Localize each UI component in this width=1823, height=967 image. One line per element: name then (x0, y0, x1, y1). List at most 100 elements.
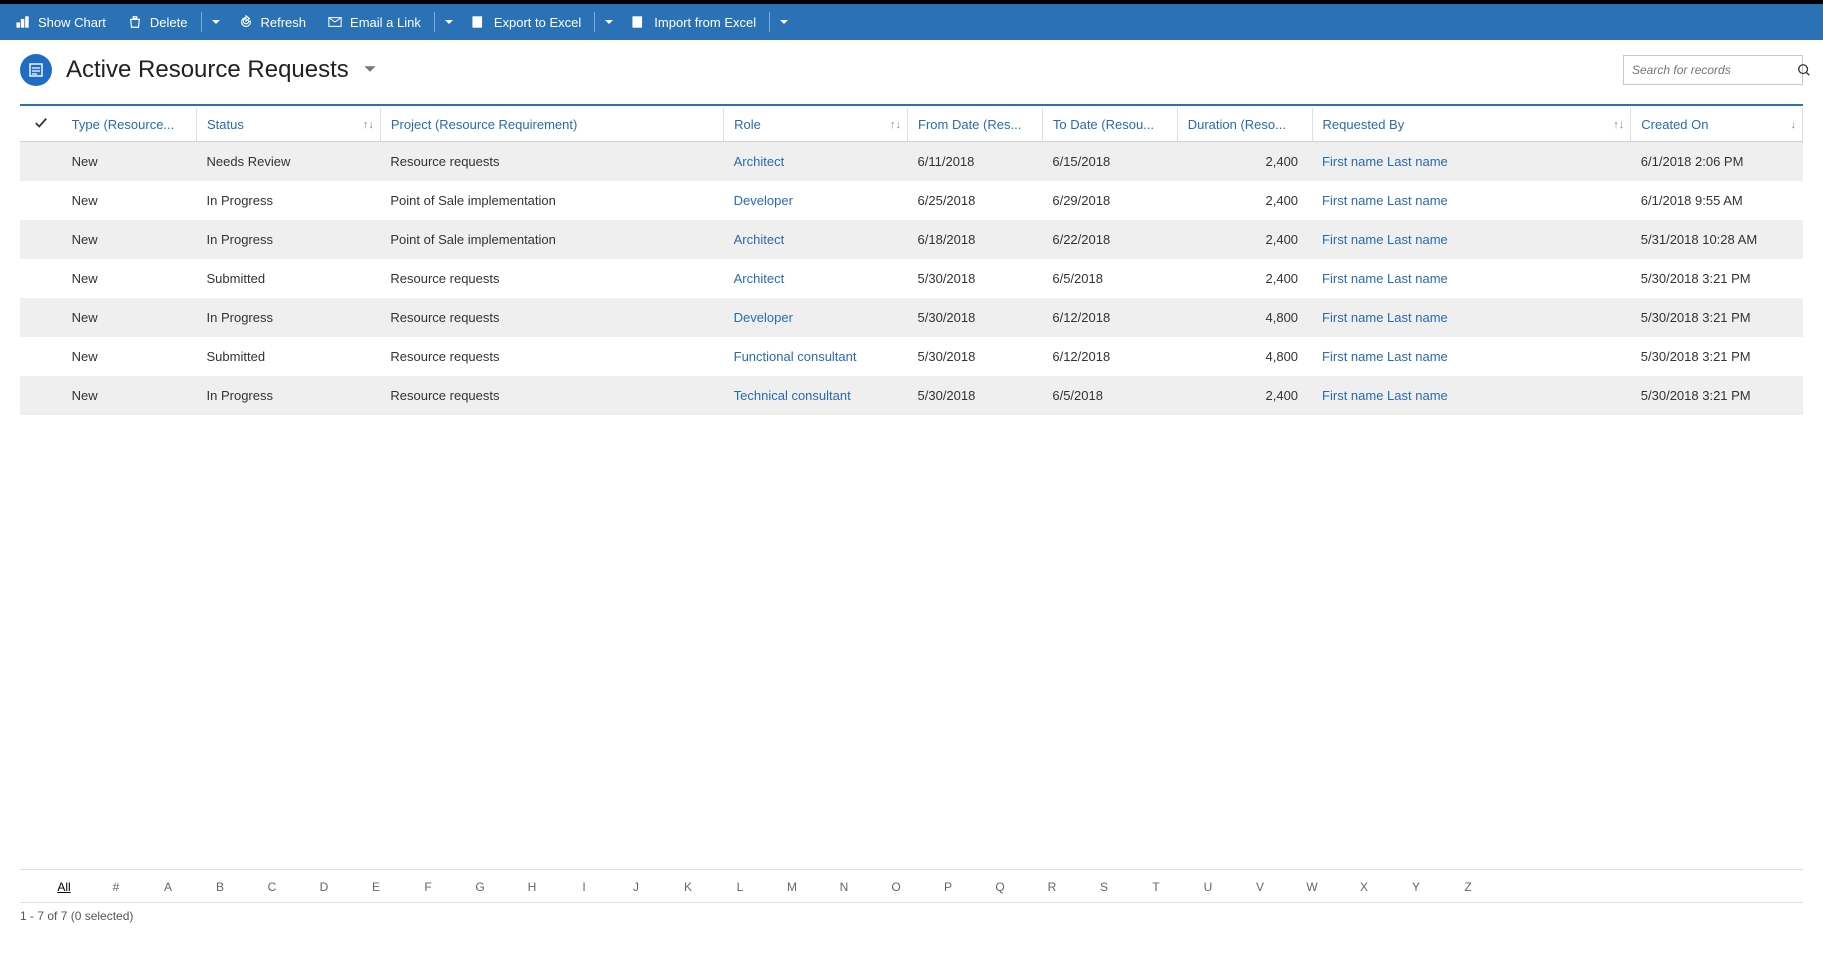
email-link-button[interactable]: Email a Link (318, 4, 431, 40)
alpha-filter-b[interactable]: B (194, 876, 246, 898)
export-excel-button[interactable]: x Export to Excel (462, 4, 591, 40)
alpha-filter-w[interactable]: W (1286, 876, 1338, 898)
cell-status: Submitted (197, 337, 381, 376)
cell-requested-by[interactable]: First name Last name (1312, 220, 1631, 259)
col-project[interactable]: Project (Resource Requirement) (380, 108, 723, 142)
alpha-filter-e[interactable]: E (350, 876, 402, 898)
alpha-filter-r[interactable]: R (1026, 876, 1078, 898)
cell-project: Point of Sale implementation (380, 181, 723, 220)
col-duration[interactable]: Duration (Reso... (1177, 108, 1312, 142)
row-selector[interactable] (20, 142, 62, 182)
row-selector[interactable] (20, 298, 62, 337)
cell-requested-by[interactable]: First name Last name (1312, 259, 1631, 298)
refresh-button[interactable]: Refresh (229, 4, 317, 40)
view-title[interactable]: Active Resource Requests (66, 56, 349, 84)
search-input[interactable] (1624, 63, 1797, 77)
svg-text:x: x (635, 19, 640, 28)
sort-icon: ↑↓ (890, 119, 901, 131)
select-all-header[interactable] (20, 108, 62, 142)
alpha-filter-h[interactable]: H (506, 876, 558, 898)
table-row[interactable]: New In Progress Resource requests Techni… (20, 376, 1803, 415)
search-button[interactable] (1797, 56, 1811, 84)
cell-status: In Progress (197, 376, 381, 415)
export-excel-dropdown[interactable] (598, 4, 620, 40)
col-type[interactable]: Type (Resource... (62, 108, 197, 142)
alpha-filter-g[interactable]: G (454, 876, 506, 898)
col-created-on[interactable]: Created On↓ (1631, 108, 1803, 142)
view-header: Active Resource Requests (0, 40, 1823, 104)
row-selector[interactable] (20, 181, 62, 220)
import-excel-button[interactable]: x Import from Excel (622, 4, 766, 40)
cell-role[interactable]: Developer (724, 298, 908, 337)
alpha-filter-c[interactable]: C (246, 876, 298, 898)
cell-to-date: 6/22/2018 (1042, 220, 1177, 259)
delete-dropdown[interactable] (205, 4, 227, 40)
cell-requested-by[interactable]: First name Last name (1312, 337, 1631, 376)
col-from-date[interactable]: From Date (Res... (908, 108, 1043, 142)
alpha-filter-y[interactable]: Y (1390, 876, 1442, 898)
alpha-filter-f[interactable]: F (402, 876, 454, 898)
cell-role[interactable]: Architect (724, 142, 908, 182)
cell-created-on: 5/30/2018 3:21 PM (1631, 259, 1803, 298)
view-selector-chevron-icon[interactable] (363, 62, 377, 79)
alpha-filter-p[interactable]: P (922, 876, 974, 898)
cell-role[interactable]: Architect (724, 220, 908, 259)
row-selector[interactable] (20, 259, 62, 298)
alpha-filter-l[interactable]: L (714, 876, 766, 898)
alpha-filter-d[interactable]: D (298, 876, 350, 898)
alpha-filter-u[interactable]: U (1182, 876, 1234, 898)
sort-icon: ↑↓ (363, 119, 374, 131)
separator (434, 12, 435, 32)
grid-accent-line (20, 104, 1803, 106)
cell-role[interactable]: Functional consultant (724, 337, 908, 376)
cell-type: New (62, 376, 197, 415)
table-row[interactable]: New Submitted Resource requests Function… (20, 337, 1803, 376)
alpha-filter-k[interactable]: K (662, 876, 714, 898)
alpha-filter-v[interactable]: V (1234, 876, 1286, 898)
alpha-filter-o[interactable]: O (870, 876, 922, 898)
row-selector[interactable] (20, 220, 62, 259)
cell-role[interactable]: Architect (724, 259, 908, 298)
cell-role[interactable]: Developer (724, 181, 908, 220)
col-role[interactable]: Role↑↓ (724, 108, 908, 142)
cell-requested-by[interactable]: First name Last name (1312, 298, 1631, 337)
alpha-filter-i[interactable]: I (558, 876, 610, 898)
alpha-filter-#[interactable]: # (90, 876, 142, 898)
import-excel-dropdown[interactable] (773, 4, 795, 40)
cell-duration: 2,400 (1177, 220, 1312, 259)
table-row[interactable]: New In Progress Point of Sale implementa… (20, 181, 1803, 220)
alpha-filter-x[interactable]: X (1338, 876, 1390, 898)
cell-status: In Progress (197, 298, 381, 337)
alpha-filter-a[interactable]: A (142, 876, 194, 898)
row-selector[interactable] (20, 376, 62, 415)
cell-created-on: 5/31/2018 10:28 AM (1631, 220, 1803, 259)
table-row[interactable]: New In Progress Resource requests Develo… (20, 298, 1803, 337)
alpha-filter-all[interactable]: All (38, 876, 90, 898)
table-row[interactable]: New In Progress Point of Sale implementa… (20, 220, 1803, 259)
delete-button[interactable]: Delete (118, 4, 198, 40)
alpha-filter-j[interactable]: J (610, 876, 662, 898)
table-row[interactable]: New Submitted Resource requests Architec… (20, 259, 1803, 298)
col-status[interactable]: Status↑↓ (197, 108, 381, 142)
grid: Type (Resource... Status↑↓ Project (Reso… (20, 104, 1803, 415)
alpha-filter-q[interactable]: Q (974, 876, 1026, 898)
table-row[interactable]: New Needs Review Resource requests Archi… (20, 142, 1803, 182)
show-chart-label: Show Chart (38, 15, 106, 30)
alpha-filter-s[interactable]: S (1078, 876, 1130, 898)
cell-requested-by[interactable]: First name Last name (1312, 181, 1631, 220)
col-to-date[interactable]: To Date (Resou... (1042, 108, 1177, 142)
row-selector[interactable] (20, 337, 62, 376)
col-requested-by[interactable]: Requested By↑↓ (1312, 108, 1631, 142)
alpha-filter-t[interactable]: T (1130, 876, 1182, 898)
alpha-filter-z[interactable]: Z (1442, 876, 1494, 898)
cell-type: New (62, 142, 197, 182)
cell-role[interactable]: Technical consultant (724, 376, 908, 415)
cell-requested-by[interactable]: First name Last name (1312, 376, 1631, 415)
alpha-filter-n[interactable]: N (818, 876, 870, 898)
email-link-dropdown[interactable] (438, 4, 460, 40)
show-chart-button[interactable]: Show Chart (6, 4, 116, 40)
cell-created-on: 5/30/2018 3:21 PM (1631, 337, 1803, 376)
cell-requested-by[interactable]: First name Last name (1312, 142, 1631, 182)
alpha-filter-m[interactable]: M (766, 876, 818, 898)
cell-status: In Progress (197, 220, 381, 259)
